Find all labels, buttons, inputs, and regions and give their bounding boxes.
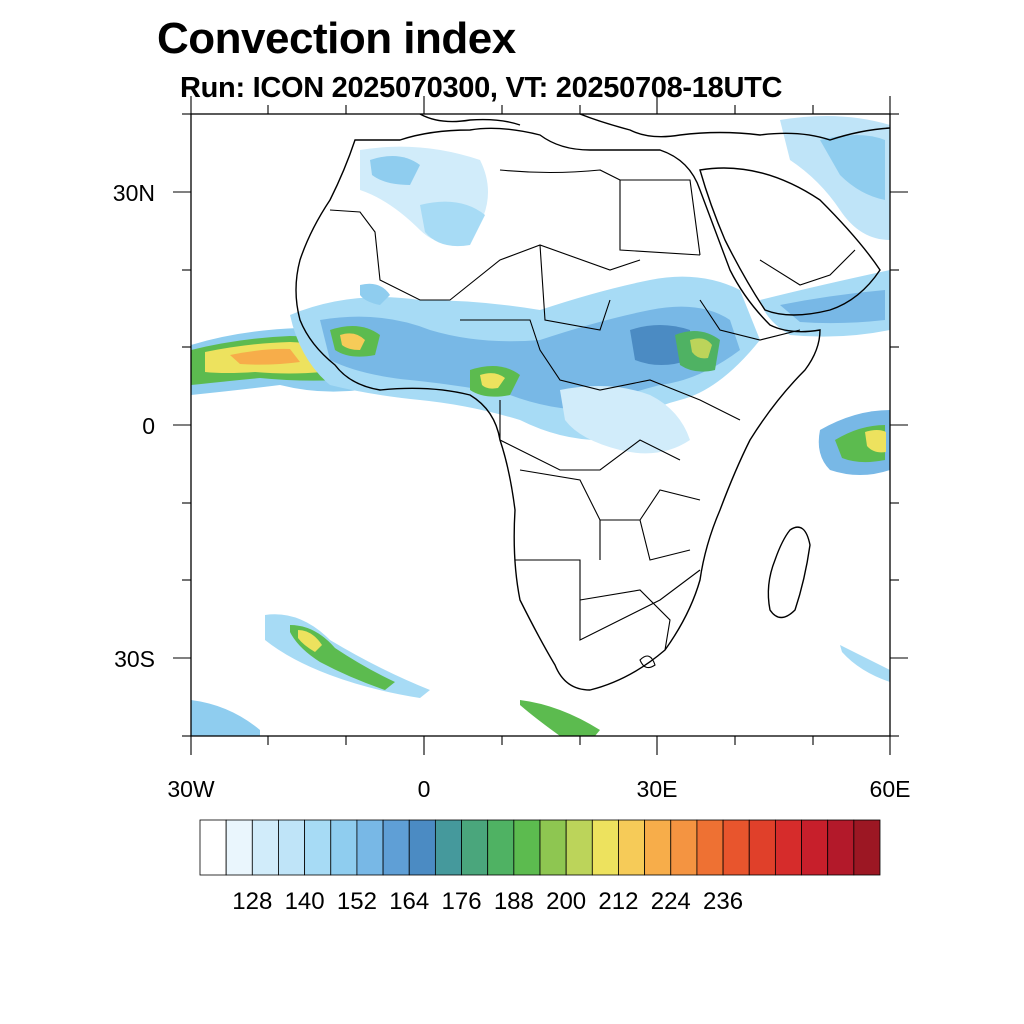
axis-ticks xyxy=(173,96,908,755)
colorbar-swatch xyxy=(748,819,776,876)
colorbar-swatch xyxy=(827,819,855,876)
colorbar-swatch xyxy=(539,819,567,876)
colorbar-swatch xyxy=(382,819,410,876)
colorbar-swatch xyxy=(853,819,881,876)
country-borders xyxy=(329,169,856,669)
colorbar-swatch xyxy=(774,819,802,876)
europe-coastline xyxy=(419,114,890,141)
arabia-coastline xyxy=(699,167,881,316)
colorbar-tick-label: 176 xyxy=(441,888,482,915)
colorbar-swatch xyxy=(330,819,358,876)
colorbar-swatch xyxy=(225,819,253,876)
lat-label-0: 0 xyxy=(142,413,155,439)
colorbar-swatch xyxy=(434,819,462,876)
colorbar-tick-label: 236 xyxy=(703,888,744,915)
colorbar-swatch xyxy=(565,819,593,876)
map-subtitle: Run: ICON 2025070300, VT: 20250708-18UTC xyxy=(180,72,783,104)
lon-label-30e: 30E xyxy=(636,776,678,802)
colorbar-tick-label: 152 xyxy=(336,888,377,915)
colorbar-swatch xyxy=(801,819,829,876)
colorbar-swatch xyxy=(644,819,672,876)
colorbar-tick-label: 128 xyxy=(232,888,273,915)
colorbar-swatch xyxy=(670,819,698,876)
colorbar-tick-label: 188 xyxy=(493,888,534,915)
colorbar-swatch xyxy=(487,819,515,876)
colorbar-tick-label: 224 xyxy=(650,888,691,915)
colorbar-tick-label: 140 xyxy=(284,888,325,915)
colorbar-tick-label: 200 xyxy=(546,888,587,915)
colorbar-swatch xyxy=(304,819,332,876)
colorbar-swatch xyxy=(696,819,724,876)
colorbar xyxy=(199,819,881,876)
colorbar-swatch xyxy=(251,819,279,876)
africa-coastline xyxy=(295,127,821,691)
colorbar-swatch xyxy=(356,819,384,876)
madagascar-coastline xyxy=(767,526,811,619)
colorbar-swatch xyxy=(278,819,306,876)
lat-label-30n: 30N xyxy=(112,180,155,206)
map-title: Convection index xyxy=(157,14,516,63)
lon-label-30w: 30W xyxy=(167,776,215,802)
colorbar-swatch xyxy=(618,819,646,876)
field-central-africa xyxy=(560,386,690,454)
colorbar-swatch xyxy=(722,819,750,876)
colorbar-tick-label: 212 xyxy=(598,888,639,915)
lon-label-60e: 60E xyxy=(869,776,911,802)
convection-field xyxy=(191,116,890,736)
colorbar-swatch xyxy=(199,819,227,876)
colorbar-swatch xyxy=(591,819,619,876)
coastlines xyxy=(295,114,890,691)
lat-label-30s: 30S xyxy=(114,646,155,672)
colorbar-tick-label: 164 xyxy=(389,888,430,915)
colorbar-swatch xyxy=(513,819,541,876)
colorbar-swatch xyxy=(461,819,489,876)
lon-label-0: 0 xyxy=(417,776,431,802)
colorbar-swatch xyxy=(408,819,436,876)
